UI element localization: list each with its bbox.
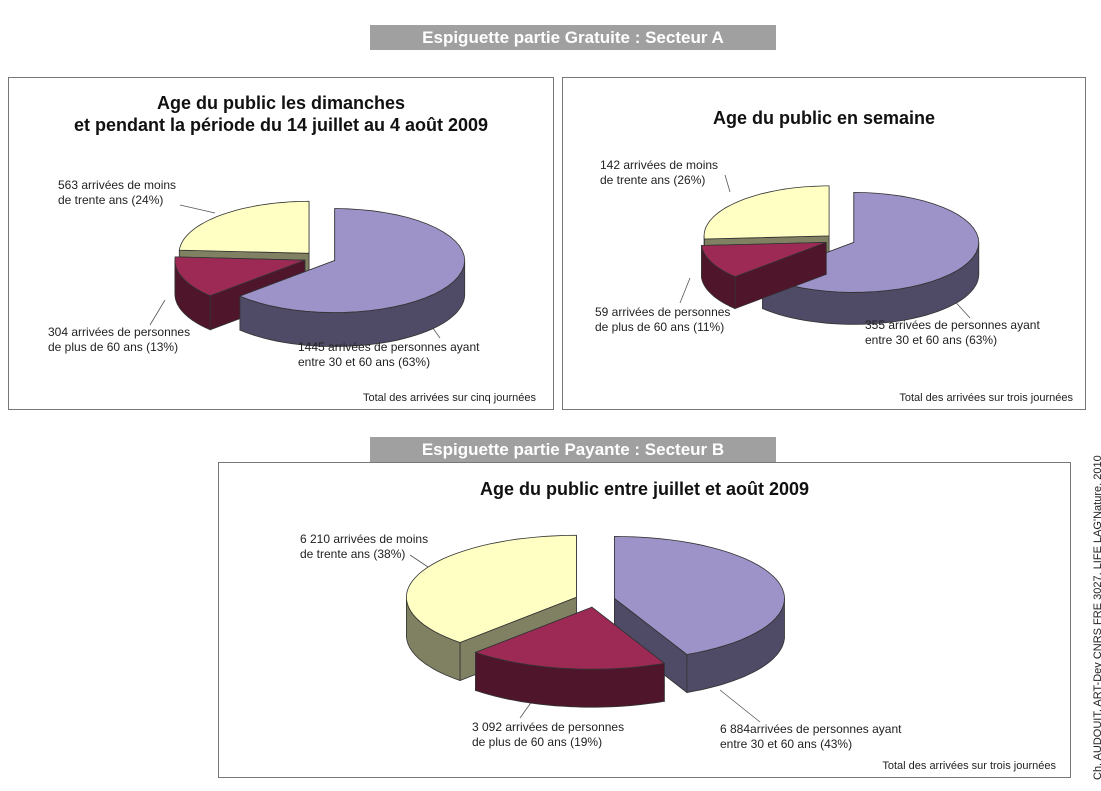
slice-label: 6 884arrivées de personnes ayant entre 3… [720,722,902,751]
chart-frame [8,77,554,410]
chart-title: Age du public les dimanches et pendant l… [73,93,489,135]
pie-slice [178,200,310,254]
pie-slice [238,208,466,313]
chart-title: Age du public en semaine [712,108,936,128]
section-header: Espiguette partie Payante : Secteur B [370,437,776,462]
pie-slice [703,185,830,240]
slice-label: 142 arrivées de moins de trente ans (26%… [600,158,719,187]
chart-frame [218,462,1071,778]
slice-label: 3 092 arrivées de personnes de plus de 6… [472,720,625,749]
pie-slice [405,534,577,643]
chart-note: Total des arrivées sur trois journées [899,392,1073,404]
pie-slice [174,256,306,297]
slice-label: 1445 arrivées de personnes ayant entre 3… [298,340,480,369]
slice-label: 563 arrivées de moins de trente ans (24%… [58,178,177,207]
credit: Ch. AUDOUIT, ART-Dev CNRS FRE 3027, LIFE… [1092,455,1101,780]
chart-note: Total des arrivées sur trois journées [882,760,1056,772]
chart-frame [562,77,1086,410]
pie-slice [474,606,666,670]
slice-label: 6 210 arrivées de moins de trente ans (3… [300,532,429,561]
pie-slice [614,535,785,655]
chart-note: Total des arrivées sur cinq journées [362,392,536,404]
chart-title: Age du public entre juillet et août 2009 [479,479,810,499]
slice-label: 355 arrivées de personnes ayant entre 30… [865,318,1040,347]
slice-label: 59 arrivées de personnes de plus de 60 a… [595,305,731,334]
section-header: Espiguette partie Gratuite : Secteur A [370,25,776,50]
slice-label: 304 arrivées de personnes de plus de 60 … [48,325,191,354]
pie-slice [701,242,827,278]
